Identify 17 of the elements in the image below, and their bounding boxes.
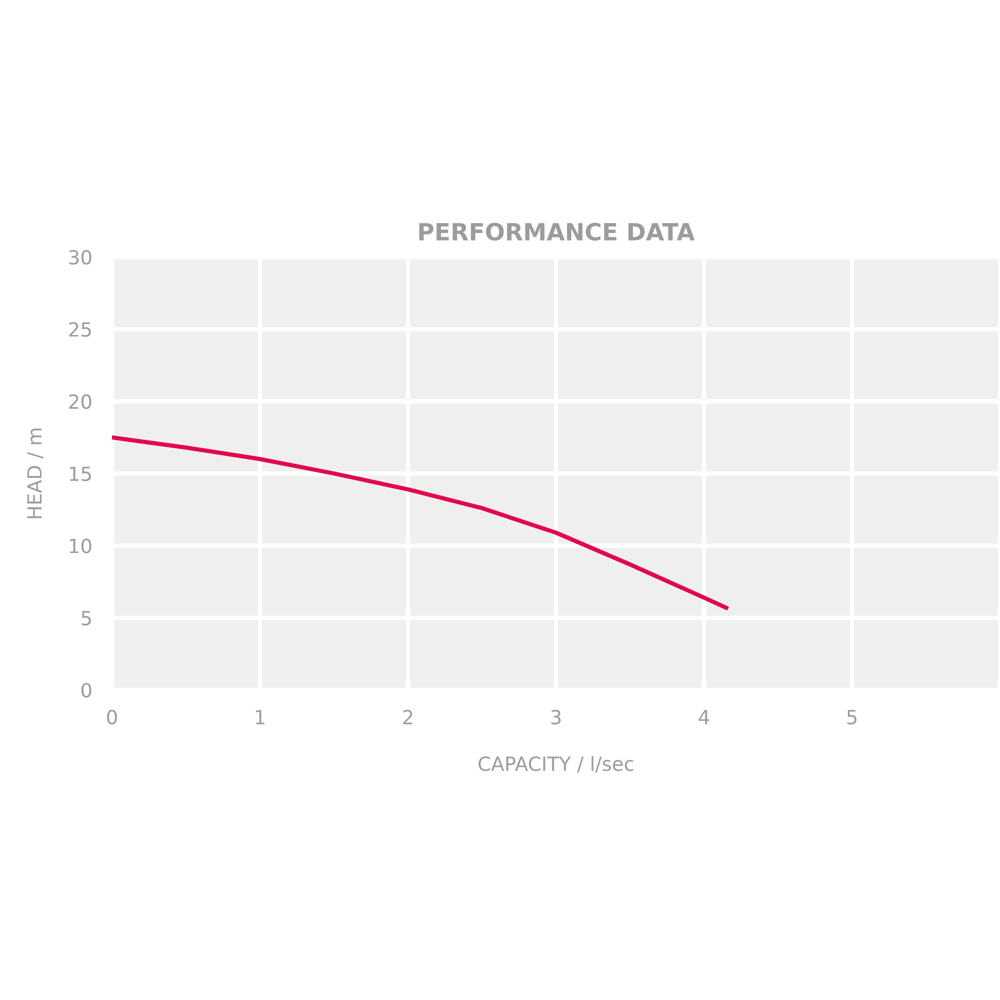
line-series [112,435,728,610]
x-tick-label: 5 [847,710,856,724]
y-tick-label: 10 [70,538,92,554]
y-tick-label: 25 [69,322,91,337]
x-axis-title: CAPACITY / l/sec [478,756,634,773]
y-tick-label: 30 [69,250,92,265]
y-tick-label: 5 [82,611,91,626]
x-tick-label: 1 [256,710,264,724]
y-tick-label: 15 [70,466,91,482]
y-axis-title: HEAD / m [27,428,44,518]
x-tick-label: 3 [551,710,561,724]
x-tick-label: 2 [403,710,412,724]
y-tick-label: 20 [69,394,92,409]
x-tick-label: 0 [107,710,117,724]
chart-title: PERFORMANCE DATA [419,222,695,241]
x-tick-label: 4 [698,710,710,724]
y-tick-label: 0 [81,682,92,698]
